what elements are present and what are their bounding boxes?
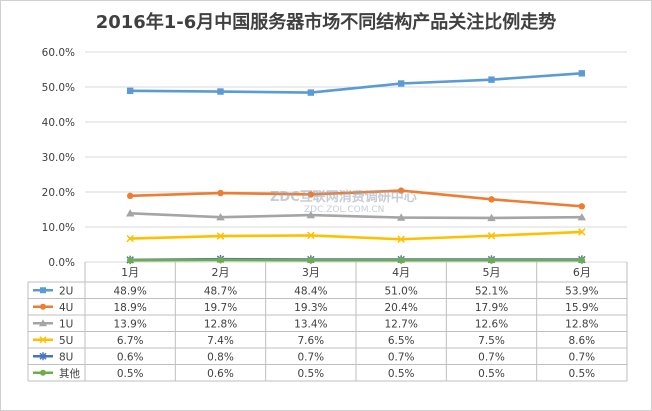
y-tick-label: 30.0% bbox=[42, 152, 75, 164]
data-point bbox=[397, 187, 405, 194]
series-line bbox=[130, 72, 582, 94]
data-point bbox=[488, 257, 495, 264]
data-label: 0.6% bbox=[117, 351, 144, 363]
y-tick-label: 20.0% bbox=[42, 187, 75, 199]
data-point bbox=[126, 257, 134, 264]
data-label: 0.5% bbox=[117, 368, 144, 380]
data-point bbox=[396, 213, 406, 221]
data-point bbox=[216, 213, 225, 221]
data-label: 13.9% bbox=[113, 318, 146, 330]
data-label: 0.7% bbox=[297, 351, 324, 363]
data-label: 51.0% bbox=[384, 285, 417, 297]
data-label: 0.7% bbox=[568, 351, 595, 363]
data-label: 8.6% bbox=[568, 335, 595, 347]
data-label: 7.6% bbox=[297, 335, 324, 347]
data-point bbox=[217, 189, 224, 197]
data-label: 7.4% bbox=[207, 335, 234, 347]
data-label: 48.4% bbox=[294, 285, 327, 297]
data-point bbox=[578, 70, 586, 77]
data-point-stroke bbox=[307, 231, 315, 240]
data-point bbox=[397, 257, 405, 264]
data-point bbox=[217, 256, 224, 264]
data-point bbox=[217, 88, 224, 95]
data-label: 0.5% bbox=[388, 368, 415, 380]
data-point-stroke bbox=[487, 232, 496, 240]
data-point bbox=[307, 257, 315, 264]
data-point bbox=[126, 192, 134, 200]
data-label: 12.6% bbox=[475, 318, 508, 330]
x-tick-label: 6月 bbox=[573, 266, 591, 279]
data-point-stroke bbox=[39, 336, 47, 344]
data-label: 53.9% bbox=[565, 285, 598, 297]
data-label: 19.3% bbox=[294, 302, 327, 314]
watermark-main: ZDC互联网消费调研中心 bbox=[270, 190, 417, 205]
data-point-stroke bbox=[578, 228, 586, 236]
data-label: 0.7% bbox=[478, 351, 505, 363]
data-label: 0.7% bbox=[388, 351, 415, 363]
data-label: 0.5% bbox=[478, 368, 505, 380]
data-label: 19.7% bbox=[204, 302, 237, 314]
data-label: 13.4% bbox=[294, 318, 327, 330]
legend-label: 2U bbox=[59, 285, 73, 297]
legend-label: 其他 bbox=[59, 367, 80, 380]
data-label: 48.9% bbox=[113, 285, 146, 297]
y-tick-label: 10.0% bbox=[42, 222, 75, 234]
y-tick-label: 60.0% bbox=[42, 47, 75, 59]
x-tick-label: 3月 bbox=[302, 266, 320, 279]
series-line bbox=[130, 212, 582, 220]
data-point-stroke bbox=[397, 235, 405, 243]
series-line bbox=[130, 189, 582, 208]
y-tick-label: 0.0% bbox=[48, 257, 75, 269]
x-tick-label: 2月 bbox=[212, 266, 230, 279]
data-label: 20.4% bbox=[384, 302, 417, 314]
watermark-sub: ZDC.ZOL.COM.CN bbox=[304, 205, 385, 215]
data-label: 12.8% bbox=[204, 318, 237, 330]
data-point bbox=[488, 76, 495, 83]
data-point bbox=[126, 87, 134, 95]
data-label: 18.9% bbox=[113, 302, 146, 314]
data-point bbox=[125, 209, 135, 217]
x-tick-label: 5月 bbox=[483, 266, 501, 279]
y-tick-label: 50.0% bbox=[42, 82, 75, 94]
series-line bbox=[130, 230, 582, 241]
legend-label: 5U bbox=[59, 335, 73, 347]
data-point bbox=[306, 210, 316, 219]
data-label: 12.8% bbox=[565, 318, 598, 330]
data-point bbox=[40, 303, 46, 310]
data-label: 48.7% bbox=[204, 285, 237, 297]
data-label: 17.9% bbox=[475, 302, 508, 314]
data-point bbox=[487, 213, 496, 222]
data-point-stroke bbox=[216, 232, 225, 240]
x-tick-label: 1月 bbox=[121, 266, 139, 279]
data-label: 6.5% bbox=[388, 335, 415, 347]
data-point bbox=[39, 319, 47, 327]
legend-label: 8U bbox=[59, 351, 73, 363]
data-label: 7.5% bbox=[478, 335, 505, 347]
chart-title: 2016年1-6月中国服务器市场不同结构产品关注比例走势 bbox=[95, 12, 557, 33]
y-tick-label: 40.0% bbox=[42, 117, 75, 129]
data-point bbox=[40, 369, 46, 376]
data-label: 0.5% bbox=[297, 368, 324, 380]
legend-label: 1U bbox=[59, 318, 73, 330]
data-point bbox=[578, 203, 586, 210]
data-point bbox=[307, 191, 315, 198]
data-point bbox=[578, 257, 586, 264]
data-point bbox=[577, 213, 587, 221]
data-point bbox=[488, 196, 495, 203]
data-label: 15.9% bbox=[565, 302, 598, 314]
data-label: 0.6% bbox=[207, 368, 234, 380]
data-point bbox=[397, 80, 405, 87]
data-label: 0.8% bbox=[207, 351, 234, 363]
legend-label: 4U bbox=[59, 302, 73, 314]
x-tick-label: 4月 bbox=[392, 266, 410, 279]
data-point bbox=[307, 89, 315, 96]
data-point-stroke bbox=[126, 234, 134, 243]
data-label: 52.1% bbox=[475, 285, 508, 297]
data-point bbox=[40, 287, 46, 294]
data-label: 0.5% bbox=[568, 368, 595, 380]
data-label: 6.7% bbox=[117, 335, 144, 347]
data-label: 12.7% bbox=[384, 318, 417, 330]
